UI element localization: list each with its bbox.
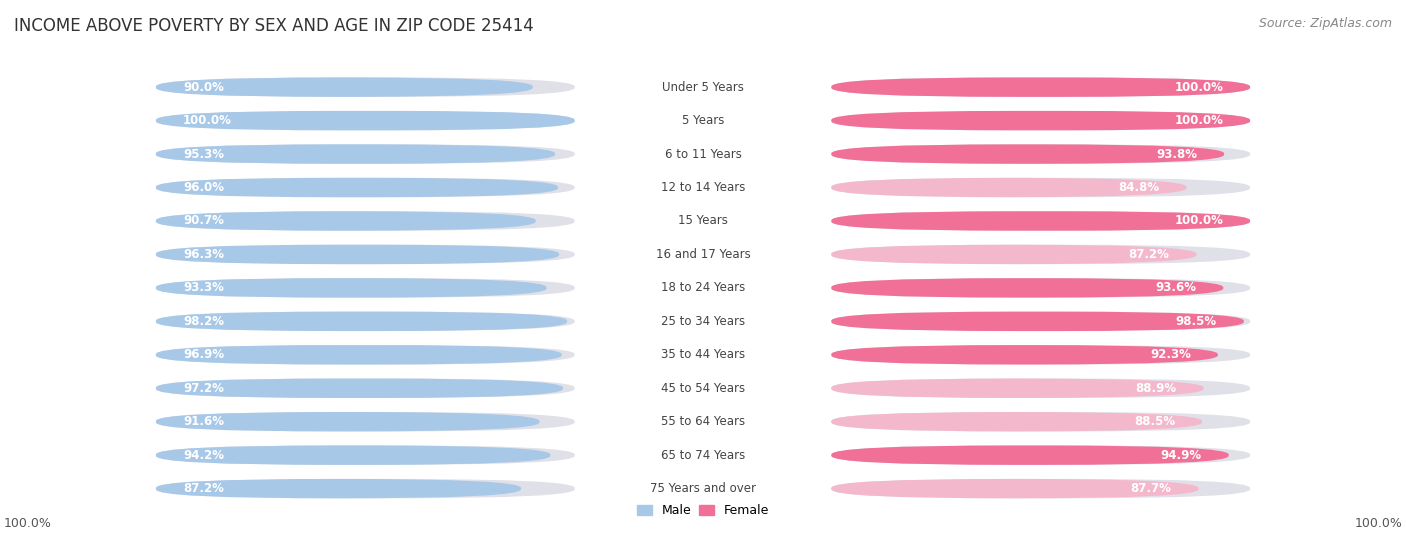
FancyBboxPatch shape	[831, 446, 1229, 465]
Text: 25 to 34 Years: 25 to 34 Years	[661, 315, 745, 328]
FancyBboxPatch shape	[831, 278, 1250, 297]
Text: 75 Years and over: 75 Years and over	[650, 482, 756, 495]
FancyBboxPatch shape	[156, 211, 536, 231]
Text: 12 to 14 Years: 12 to 14 Years	[661, 181, 745, 194]
Text: 96.0%: 96.0%	[183, 181, 224, 194]
Text: 100.0%: 100.0%	[1174, 114, 1223, 127]
FancyBboxPatch shape	[156, 412, 540, 432]
FancyBboxPatch shape	[156, 245, 560, 264]
FancyBboxPatch shape	[831, 78, 1250, 97]
FancyBboxPatch shape	[156, 412, 575, 432]
FancyBboxPatch shape	[831, 178, 1187, 197]
Text: 18 to 24 Years: 18 to 24 Years	[661, 281, 745, 295]
Text: 100.0%: 100.0%	[1174, 80, 1223, 94]
FancyBboxPatch shape	[156, 345, 575, 364]
Text: 5 Years: 5 Years	[682, 114, 724, 127]
FancyBboxPatch shape	[831, 144, 1225, 164]
FancyBboxPatch shape	[831, 446, 1250, 465]
FancyBboxPatch shape	[156, 345, 561, 364]
Text: 87.2%: 87.2%	[1129, 248, 1170, 261]
FancyBboxPatch shape	[156, 211, 575, 231]
Text: 98.5%: 98.5%	[1175, 315, 1216, 328]
Text: 90.0%: 90.0%	[183, 80, 224, 94]
Text: 96.9%: 96.9%	[183, 348, 224, 361]
Text: 84.8%: 84.8%	[1118, 181, 1160, 194]
FancyBboxPatch shape	[156, 78, 533, 97]
Text: 15 Years: 15 Years	[678, 215, 728, 228]
FancyBboxPatch shape	[831, 278, 1223, 297]
Text: 96.3%: 96.3%	[183, 248, 224, 261]
FancyBboxPatch shape	[831, 144, 1250, 164]
Text: 94.2%: 94.2%	[183, 449, 224, 462]
Text: 98.2%: 98.2%	[183, 315, 224, 328]
Text: INCOME ABOVE POVERTY BY SEX AND AGE IN ZIP CODE 25414: INCOME ABOVE POVERTY BY SEX AND AGE IN Z…	[14, 17, 534, 35]
Text: 6 to 11 Years: 6 to 11 Years	[665, 148, 741, 160]
FancyBboxPatch shape	[831, 178, 1250, 197]
FancyBboxPatch shape	[156, 245, 575, 264]
Text: Source: ZipAtlas.com: Source: ZipAtlas.com	[1258, 17, 1392, 30]
FancyBboxPatch shape	[831, 211, 1250, 231]
FancyBboxPatch shape	[156, 111, 575, 130]
FancyBboxPatch shape	[831, 412, 1250, 432]
FancyBboxPatch shape	[831, 378, 1204, 398]
Text: 93.3%: 93.3%	[183, 281, 224, 295]
FancyBboxPatch shape	[831, 311, 1250, 331]
Text: 55 to 64 Years: 55 to 64 Years	[661, 415, 745, 428]
Text: 88.5%: 88.5%	[1133, 415, 1175, 428]
FancyBboxPatch shape	[831, 211, 1250, 231]
FancyBboxPatch shape	[831, 245, 1197, 264]
Text: Under 5 Years: Under 5 Years	[662, 80, 744, 94]
Text: 16 and 17 Years: 16 and 17 Years	[655, 248, 751, 261]
Text: 97.2%: 97.2%	[183, 382, 224, 395]
FancyBboxPatch shape	[156, 78, 575, 97]
FancyBboxPatch shape	[156, 311, 575, 331]
FancyBboxPatch shape	[156, 278, 575, 297]
Text: 93.6%: 93.6%	[1156, 281, 1197, 295]
FancyBboxPatch shape	[156, 311, 567, 331]
FancyBboxPatch shape	[156, 144, 555, 164]
FancyBboxPatch shape	[831, 345, 1250, 364]
Text: 100.0%: 100.0%	[183, 114, 232, 127]
FancyBboxPatch shape	[831, 111, 1250, 130]
FancyBboxPatch shape	[156, 111, 575, 130]
FancyBboxPatch shape	[831, 245, 1250, 264]
FancyBboxPatch shape	[831, 378, 1250, 398]
FancyBboxPatch shape	[156, 378, 575, 398]
FancyBboxPatch shape	[831, 311, 1244, 331]
FancyBboxPatch shape	[831, 479, 1198, 498]
FancyBboxPatch shape	[156, 479, 522, 498]
Text: 90.7%: 90.7%	[183, 215, 224, 228]
Text: 45 to 54 Years: 45 to 54 Years	[661, 382, 745, 395]
FancyBboxPatch shape	[156, 178, 575, 197]
Text: 35 to 44 Years: 35 to 44 Years	[661, 348, 745, 361]
Text: 87.2%: 87.2%	[183, 482, 224, 495]
FancyBboxPatch shape	[156, 178, 558, 197]
Text: 87.7%: 87.7%	[1130, 482, 1171, 495]
FancyBboxPatch shape	[831, 111, 1250, 130]
Text: 91.6%: 91.6%	[183, 415, 224, 428]
FancyBboxPatch shape	[831, 78, 1250, 97]
Text: 100.0%: 100.0%	[1174, 215, 1223, 228]
FancyBboxPatch shape	[156, 378, 562, 398]
Text: 88.9%: 88.9%	[1136, 382, 1177, 395]
FancyBboxPatch shape	[156, 446, 550, 465]
Text: 95.3%: 95.3%	[183, 148, 224, 160]
FancyBboxPatch shape	[156, 278, 547, 297]
Text: 94.9%: 94.9%	[1160, 449, 1202, 462]
Text: 92.3%: 92.3%	[1150, 348, 1191, 361]
FancyBboxPatch shape	[156, 144, 575, 164]
Legend: Male, Female: Male, Female	[631, 499, 775, 522]
FancyBboxPatch shape	[831, 412, 1202, 432]
Text: 65 to 74 Years: 65 to 74 Years	[661, 449, 745, 462]
FancyBboxPatch shape	[831, 345, 1218, 364]
FancyBboxPatch shape	[156, 446, 575, 465]
FancyBboxPatch shape	[156, 479, 575, 498]
FancyBboxPatch shape	[831, 479, 1250, 498]
Text: 93.8%: 93.8%	[1156, 148, 1197, 160]
